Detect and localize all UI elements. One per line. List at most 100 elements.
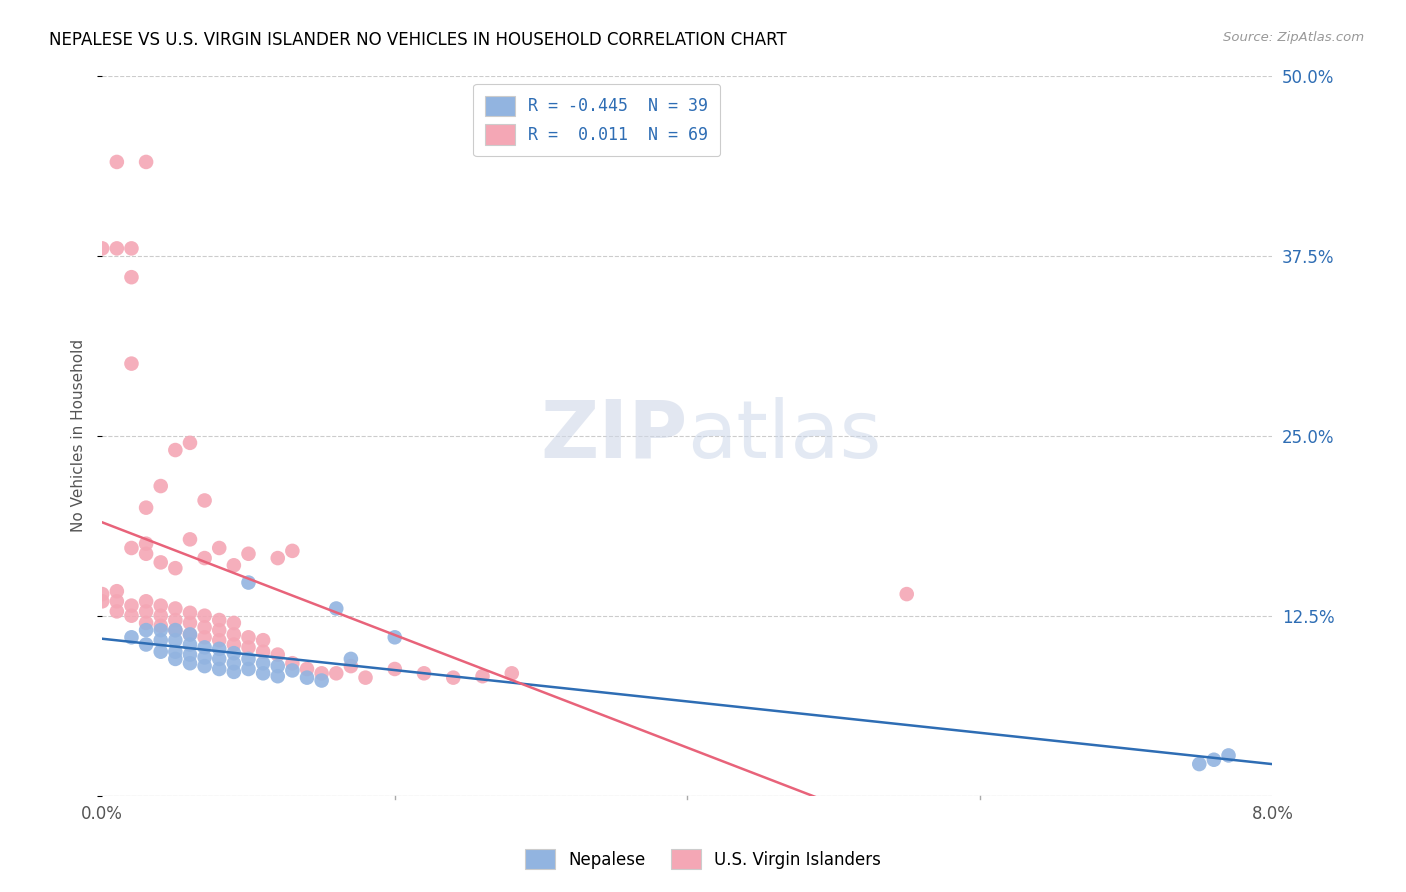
Point	[165, 623, 187, 637]
Point	[1218, 748, 1240, 763]
Point	[413, 666, 436, 681]
Point	[295, 662, 318, 676]
Point	[194, 659, 217, 673]
Point	[194, 650, 217, 665]
Point	[165, 443, 187, 458]
Point	[91, 587, 114, 601]
Point	[105, 155, 128, 169]
Point	[105, 241, 128, 255]
Point	[222, 627, 245, 641]
Point	[267, 659, 290, 673]
Point	[135, 638, 157, 652]
Point	[354, 671, 377, 685]
Point	[121, 241, 143, 255]
Point	[135, 155, 157, 169]
Point	[325, 601, 347, 615]
Point	[208, 613, 231, 627]
Point	[267, 648, 290, 662]
Point	[194, 630, 217, 644]
Point	[179, 627, 201, 641]
Point	[441, 671, 464, 685]
Point	[222, 665, 245, 679]
Point	[165, 623, 187, 637]
Point	[165, 633, 187, 648]
Point	[238, 630, 260, 644]
Point	[179, 657, 201, 671]
Point	[222, 646, 245, 660]
Point	[208, 623, 231, 637]
Point	[252, 645, 274, 659]
Point	[208, 652, 231, 666]
Point	[194, 640, 217, 655]
Text: Source: ZipAtlas.com: Source: ZipAtlas.com	[1223, 31, 1364, 45]
Legend: R = -0.445  N = 39, R =  0.011  N = 69: R = -0.445 N = 39, R = 0.011 N = 69	[474, 84, 720, 156]
Point	[471, 669, 494, 683]
Point	[149, 479, 172, 493]
Point	[91, 241, 114, 255]
Point	[165, 561, 187, 575]
Point	[208, 541, 231, 555]
Point	[149, 645, 172, 659]
Point	[267, 551, 290, 566]
Point	[149, 623, 172, 637]
Point	[121, 541, 143, 555]
Point	[238, 575, 260, 590]
Point	[121, 599, 143, 613]
Point	[179, 533, 201, 547]
Point	[311, 666, 333, 681]
Point	[384, 662, 406, 676]
Point	[179, 648, 201, 662]
Point	[311, 673, 333, 688]
Point	[194, 493, 217, 508]
Point	[179, 606, 201, 620]
Point	[384, 630, 406, 644]
Point	[179, 627, 201, 641]
Point	[281, 544, 304, 558]
Point	[1202, 753, 1225, 767]
Point	[179, 435, 201, 450]
Point	[165, 613, 187, 627]
Point	[194, 620, 217, 634]
Point	[222, 558, 245, 573]
Legend: Nepalese, U.S. Virgin Islanders: Nepalese, U.S. Virgin Islanders	[515, 838, 891, 880]
Point	[222, 615, 245, 630]
Point	[194, 608, 217, 623]
Point	[105, 604, 128, 618]
Point	[208, 641, 231, 656]
Point	[222, 657, 245, 671]
Point	[194, 551, 217, 566]
Point	[179, 615, 201, 630]
Point	[238, 662, 260, 676]
Point	[121, 270, 143, 285]
Point	[149, 555, 172, 569]
Point	[252, 666, 274, 681]
Point	[267, 669, 290, 683]
Point	[325, 666, 347, 681]
Point	[149, 599, 172, 613]
Point	[222, 638, 245, 652]
Point	[135, 615, 157, 630]
Point	[149, 608, 172, 623]
Point	[121, 357, 143, 371]
Point	[105, 584, 128, 599]
Point	[295, 671, 318, 685]
Point	[501, 666, 523, 681]
Point	[252, 657, 274, 671]
Point	[121, 608, 143, 623]
Point	[165, 601, 187, 615]
Point	[91, 594, 114, 608]
Point	[179, 638, 201, 652]
Point	[252, 633, 274, 648]
Point	[165, 645, 187, 659]
Point	[340, 652, 363, 666]
Point	[896, 587, 918, 601]
Point	[238, 547, 260, 561]
Point	[340, 659, 363, 673]
Point	[105, 594, 128, 608]
Point	[135, 547, 157, 561]
Point	[281, 664, 304, 678]
Point	[281, 657, 304, 671]
Point	[149, 633, 172, 648]
Point	[238, 652, 260, 666]
Text: ZIP: ZIP	[540, 397, 688, 475]
